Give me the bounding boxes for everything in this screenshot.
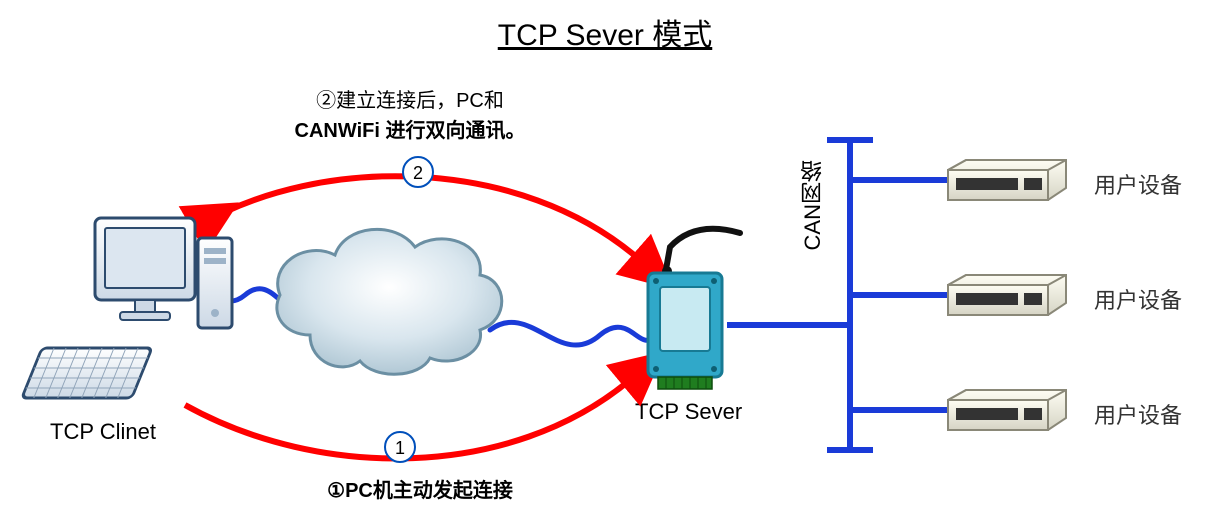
user-device-3-icon <box>948 390 1066 430</box>
can-bus <box>730 140 946 450</box>
wlan-cloud-icon <box>277 229 502 374</box>
user-device-2-icon <box>948 275 1066 315</box>
step2-marker: 2 <box>403 157 433 187</box>
step1-marker: 1 <box>385 432 415 462</box>
svg-text:1: 1 <box>395 438 405 458</box>
user-device-1-icon <box>948 160 1066 200</box>
wire-wlan-to-canwifi <box>490 322 655 345</box>
tcp-client-icon <box>22 218 232 398</box>
diagram-canvas: 2 1 <box>0 0 1210 519</box>
svg-text:2: 2 <box>413 163 423 183</box>
tcp-server-icon <box>648 229 740 389</box>
